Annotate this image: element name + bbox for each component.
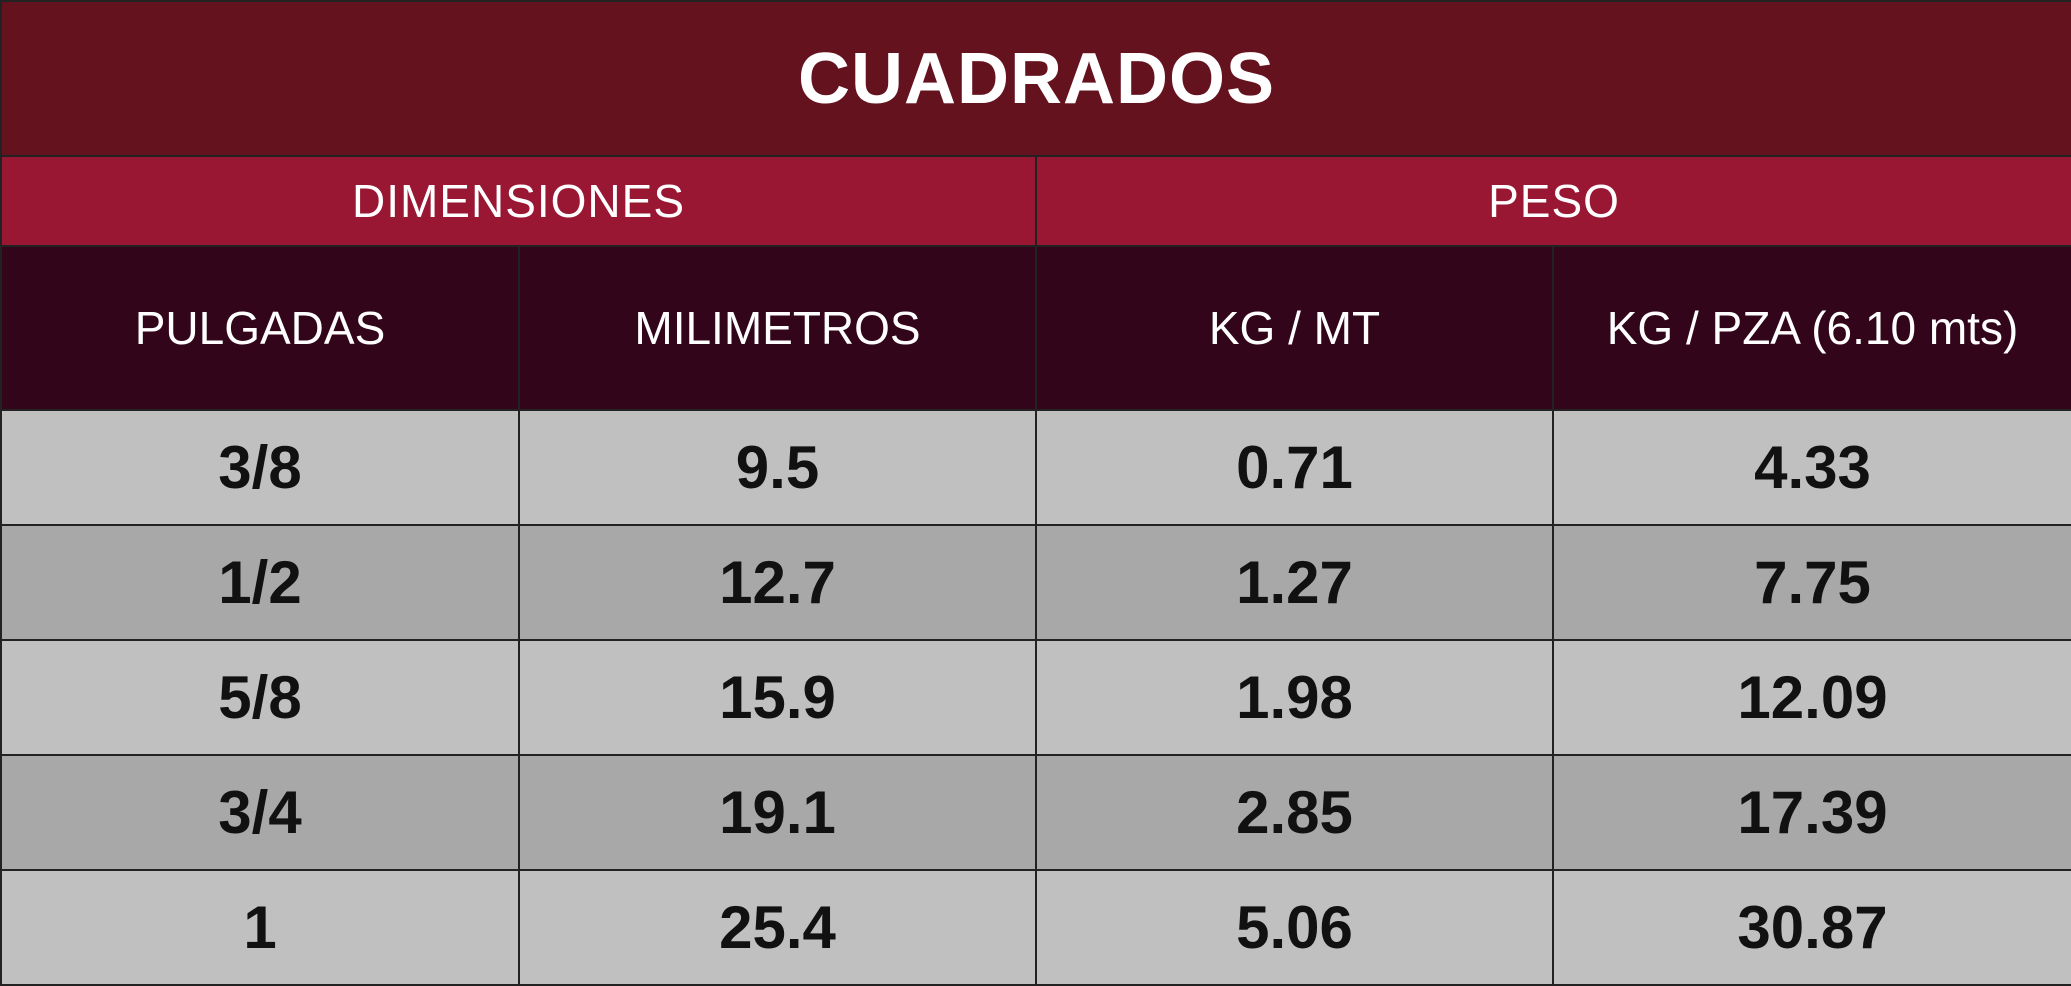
cell-milimetros: 25.4 (518, 869, 1037, 986)
column-header-kg-pza: KG / PZA (6.10 mts) (1552, 245, 2071, 411)
table-row: 1/2 12.7 1.27 7.75 (0, 524, 2071, 641)
cell-kg-pza: 30.87 (1552, 869, 2071, 986)
cell-milimetros: 19.1 (518, 754, 1037, 871)
column-header-pulgadas: PULGADAS (0, 245, 520, 411)
table-row: 1 25.4 5.06 30.87 (0, 869, 2071, 986)
column-header-kg-mt: KG / MT (1035, 245, 1554, 411)
cell-kg-pza: 17.39 (1552, 754, 2071, 871)
cell-kg-pza: 12.09 (1552, 639, 2071, 756)
cell-pulgadas: 3/8 (0, 409, 520, 526)
cell-kg-pza: 7.75 (1552, 524, 2071, 641)
cell-milimetros: 12.7 (518, 524, 1037, 641)
group-header-peso: PESO (1035, 155, 2071, 247)
table-row: 3/4 19.1 2.85 17.39 (0, 754, 2071, 871)
cell-kg-mt: 2.85 (1035, 754, 1554, 871)
group-header-dimensiones: DIMENSIONES (0, 155, 1037, 247)
cell-pulgadas: 3/4 (0, 754, 520, 871)
table-row: 3/8 9.5 0.71 4.33 (0, 409, 2071, 526)
table-title: CUADRADOS (0, 0, 2071, 157)
table-row: 5/8 15.9 1.98 12.09 (0, 639, 2071, 756)
cell-kg-mt: 5.06 (1035, 869, 1554, 986)
cell-kg-mt: 0.71 (1035, 409, 1554, 526)
cell-milimetros: 15.9 (518, 639, 1037, 756)
cell-kg-pza: 4.33 (1552, 409, 2071, 526)
cell-pulgadas: 1/2 (0, 524, 520, 641)
column-header-milimetros: MILIMETROS (518, 245, 1037, 411)
cell-milimetros: 9.5 (518, 409, 1037, 526)
cell-pulgadas: 1 (0, 869, 520, 986)
cell-kg-mt: 1.98 (1035, 639, 1554, 756)
cell-kg-mt: 1.27 (1035, 524, 1554, 641)
cell-pulgadas: 5/8 (0, 639, 520, 756)
